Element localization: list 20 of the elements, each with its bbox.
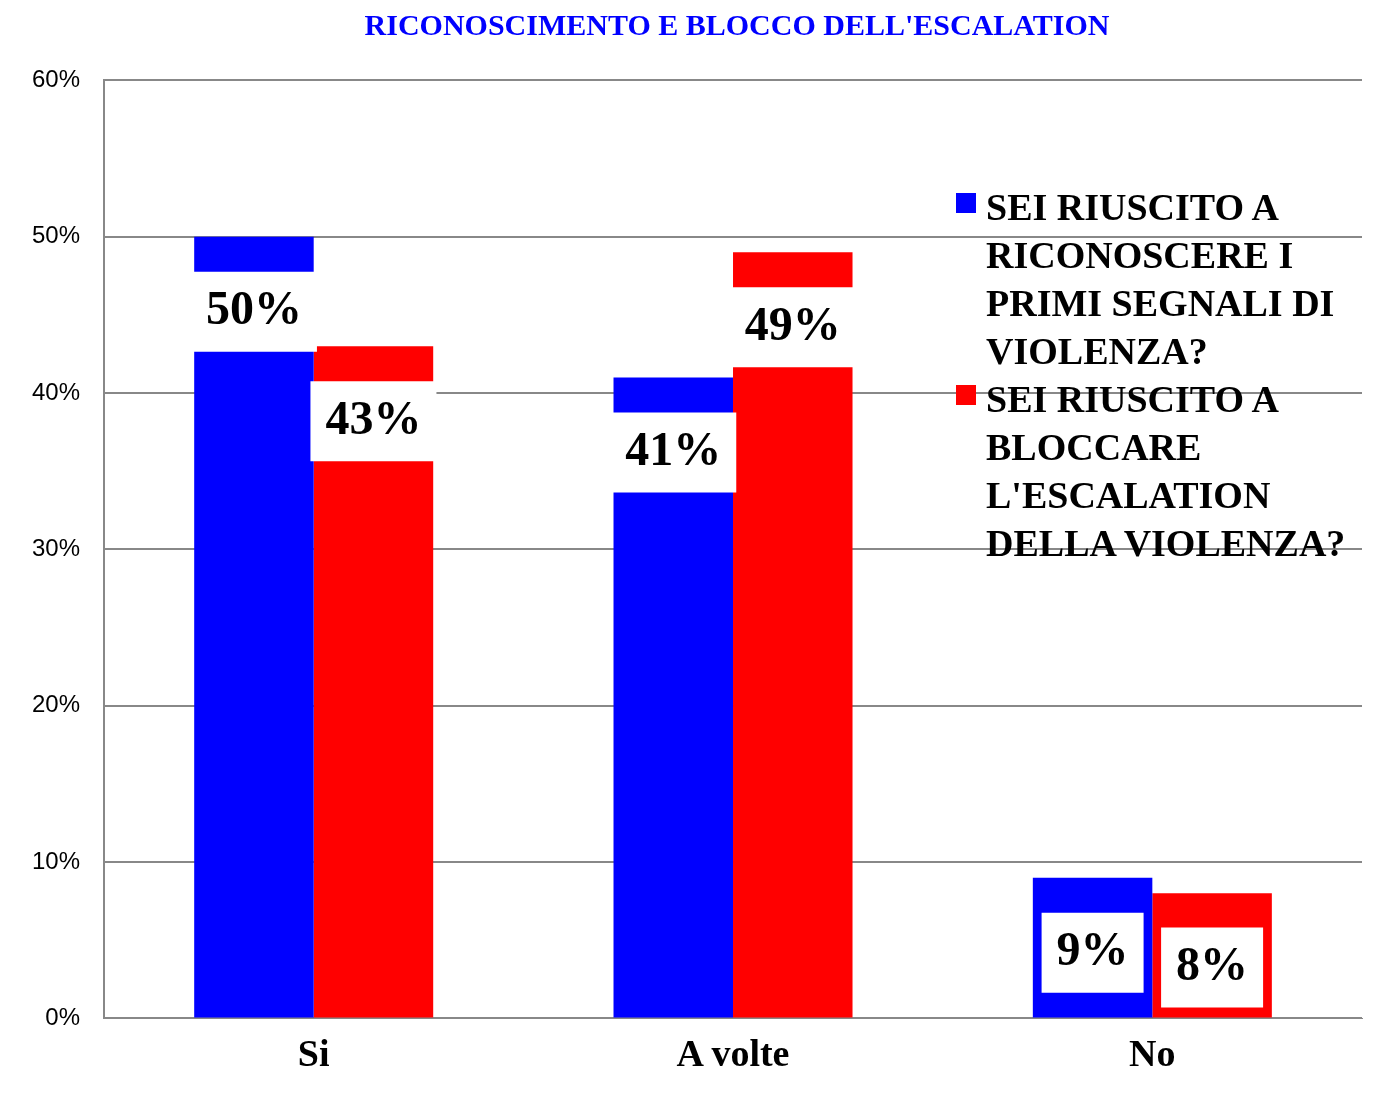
x-tick-label: Si bbox=[297, 1032, 330, 1075]
legend-label: SEI RIUSCITO A RICONOSCERE I PRIMI SEGNALI DI VIOLENZA? bbox=[986, 185, 1336, 374]
chart-title: RICONOSCIMENTO E BLOCCO DELL'ESCALATION bbox=[363, 8, 1111, 42]
y-tick-label: 10% bbox=[31, 846, 81, 874]
y-tick-label: 60% bbox=[31, 65, 81, 93]
data-label: 9% bbox=[1056, 922, 1129, 976]
y-tick-label: 20% bbox=[31, 690, 81, 718]
y-tick-label: 40% bbox=[31, 377, 81, 405]
data-label: 49% bbox=[744, 296, 841, 350]
y-tick-label: 50% bbox=[31, 221, 81, 249]
y-tick-label: 0% bbox=[45, 1003, 81, 1031]
x-tick-label: No bbox=[1129, 1032, 1176, 1075]
data-label: 50% bbox=[205, 281, 302, 335]
data-label: 43% bbox=[325, 390, 422, 444]
data-label: 8% bbox=[1176, 936, 1249, 990]
x-tick-label: A volte bbox=[676, 1032, 790, 1075]
data-label: 41% bbox=[625, 421, 722, 475]
legend-label: SEI RIUSCITO A BLOCCARE L'ESCALATION DELLA VIOLENZA? bbox=[986, 377, 1347, 566]
bar bbox=[733, 252, 853, 1018]
y-tick-label: 30% bbox=[31, 534, 81, 562]
